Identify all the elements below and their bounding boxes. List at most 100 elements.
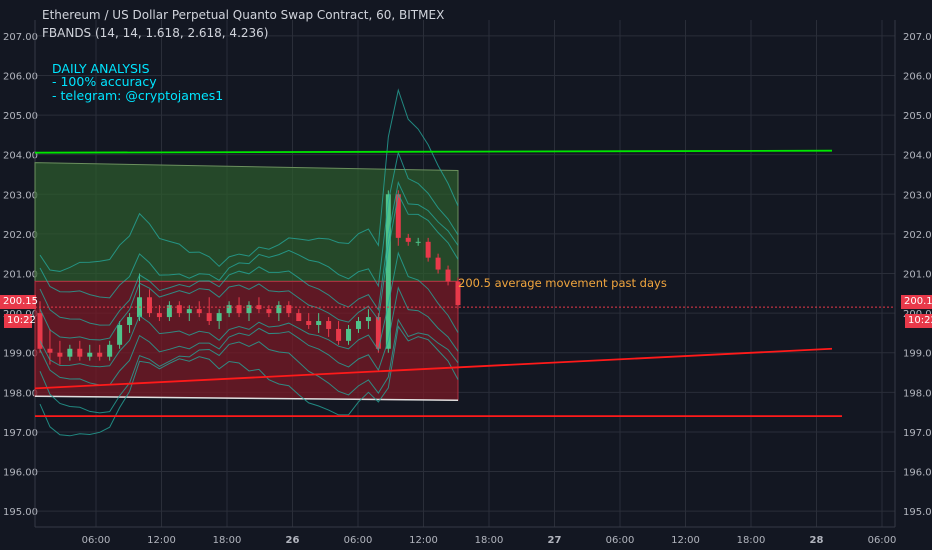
- candle-body: [47, 348, 53, 353]
- zone-bottom-line: [34, 395, 459, 401]
- candle-body: [166, 305, 172, 318]
- y-tick-label-right: 205.00: [903, 111, 932, 122]
- support-line: [34, 347, 833, 390]
- indicator-legend[interactable]: FBANDS (14, 14, 1.618, 2.618, 4.236): [42, 26, 269, 40]
- time-badge-right: 10:22: [905, 314, 932, 328]
- x-tick-label: 12:00: [147, 535, 176, 546]
- candle-body: [97, 352, 103, 357]
- fbands-line: [39, 318, 459, 414]
- y-tick-label-right: 195.00: [903, 507, 932, 518]
- x-tick-label: 27: [548, 535, 562, 546]
- x-tick-label: 28: [810, 535, 824, 546]
- price-badge-left: 200.15: [0, 295, 38, 309]
- candle-body: [206, 313, 212, 322]
- analysis-telegram: - telegram: @cryptojames1: [52, 88, 224, 103]
- y-tick-label-left: 201.00: [3, 270, 38, 281]
- candle-body: [146, 297, 152, 314]
- candle-body: [67, 348, 73, 357]
- candle-body: [246, 305, 252, 314]
- candle-body: [107, 344, 113, 357]
- candle-body: [156, 313, 162, 318]
- y-tick-label-left: 195.00: [3, 507, 38, 518]
- y-tick-label-left: 203.00: [3, 190, 38, 201]
- y-tick-label-right: 198.00: [903, 388, 932, 399]
- candle-body: [346, 328, 352, 341]
- y-tick-label-right: 199.00: [903, 349, 932, 360]
- fbands-line: [39, 251, 459, 368]
- y-tick-label-right: 202.00: [903, 230, 932, 241]
- x-tick-label: 12:00: [671, 535, 700, 546]
- y-tick-label-left: 199.00: [3, 349, 38, 360]
- price-badge-right: 200.15: [901, 295, 932, 309]
- y-tick-label-left: 207.00: [3, 32, 38, 43]
- candle-body: [256, 305, 262, 310]
- candle-body: [455, 281, 461, 306]
- candle-body: [375, 317, 381, 349]
- candle-body: [296, 313, 302, 322]
- y-tick-label-left: 206.00: [3, 71, 38, 82]
- candle-body: [405, 237, 411, 242]
- fbands-line: [39, 150, 459, 299]
- fbands-line: [39, 192, 459, 341]
- candle-body: [316, 321, 322, 325]
- fbands-line: [39, 325, 459, 437]
- candle-body: [57, 352, 63, 357]
- candle-body: [117, 324, 123, 345]
- candle-body: [365, 317, 371, 322]
- fbands-line: [39, 180, 459, 326]
- candle-body: [176, 305, 182, 314]
- candle-body: [415, 241, 421, 243]
- candle-body: [395, 194, 401, 238]
- candle-body: [355, 321, 361, 329]
- candle-body: [196, 309, 202, 314]
- y-tick-label-left: 202.00: [3, 230, 38, 241]
- x-tick-label: 18:00: [213, 535, 242, 546]
- fbands-line: [39, 88, 459, 272]
- candle-body: [286, 305, 292, 314]
- y-tick-label-left: 198.00: [3, 388, 38, 399]
- y-tick-label-right: 203.00: [903, 190, 932, 201]
- x-tick-label: 26: [286, 535, 300, 546]
- candle-body: [37, 313, 43, 349]
- candle-body: [127, 317, 133, 325]
- y-tick-label-left: 196.00: [3, 468, 38, 479]
- candle-body: [445, 269, 451, 282]
- x-tick-label: 06:00: [606, 535, 635, 546]
- candle-body: [266, 309, 272, 314]
- y-tick-label-right: 206.00: [903, 71, 932, 82]
- x-tick-label: 06:00: [82, 535, 111, 546]
- candle-body: [87, 352, 93, 357]
- candle-body: [385, 194, 391, 349]
- candle-body: [276, 305, 282, 314]
- candle-body: [186, 309, 192, 314]
- x-tick-label: 06:00: [344, 535, 373, 546]
- y-tick-label-right: 201.00: [903, 270, 932, 281]
- average-movement-note: 200.5 average movement past days: [458, 276, 667, 290]
- candle-body: [306, 321, 312, 325]
- candle-body: [336, 328, 342, 341]
- y-tick-label-left: 197.00: [3, 428, 38, 439]
- x-tick-label: 18:00: [475, 535, 504, 546]
- candle-body: [425, 241, 431, 258]
- candle-body: [435, 257, 441, 270]
- candle-body: [216, 313, 222, 322]
- y-tick-label-right: 207.00: [903, 32, 932, 43]
- time-badge-left: 10:22: [4, 314, 36, 328]
- chart-title: Ethereum / US Dollar Perpetual Quanto Sw…: [42, 8, 445, 22]
- y-tick-label-left: 204.00: [3, 151, 38, 162]
- x-tick-label: 06:00: [868, 535, 897, 546]
- candle-body: [326, 321, 332, 329]
- y-tick-label-right: 197.00: [903, 428, 932, 439]
- y-tick-label-left: 205.00: [3, 111, 38, 122]
- candle-body: [226, 305, 232, 314]
- analysis-heading: DAILY ANALYSIS: [52, 61, 150, 76]
- resistance-line: [34, 149, 833, 154]
- x-tick-label: 18:00: [737, 535, 766, 546]
- y-tick-label-right: 204.00: [903, 151, 932, 162]
- analysis-accuracy: - 100% accuracy: [52, 74, 157, 89]
- candle-body: [77, 348, 83, 357]
- y-tick-label-right: 196.00: [903, 468, 932, 479]
- candle-body: [236, 305, 242, 314]
- x-tick-label: 12:00: [409, 535, 438, 546]
